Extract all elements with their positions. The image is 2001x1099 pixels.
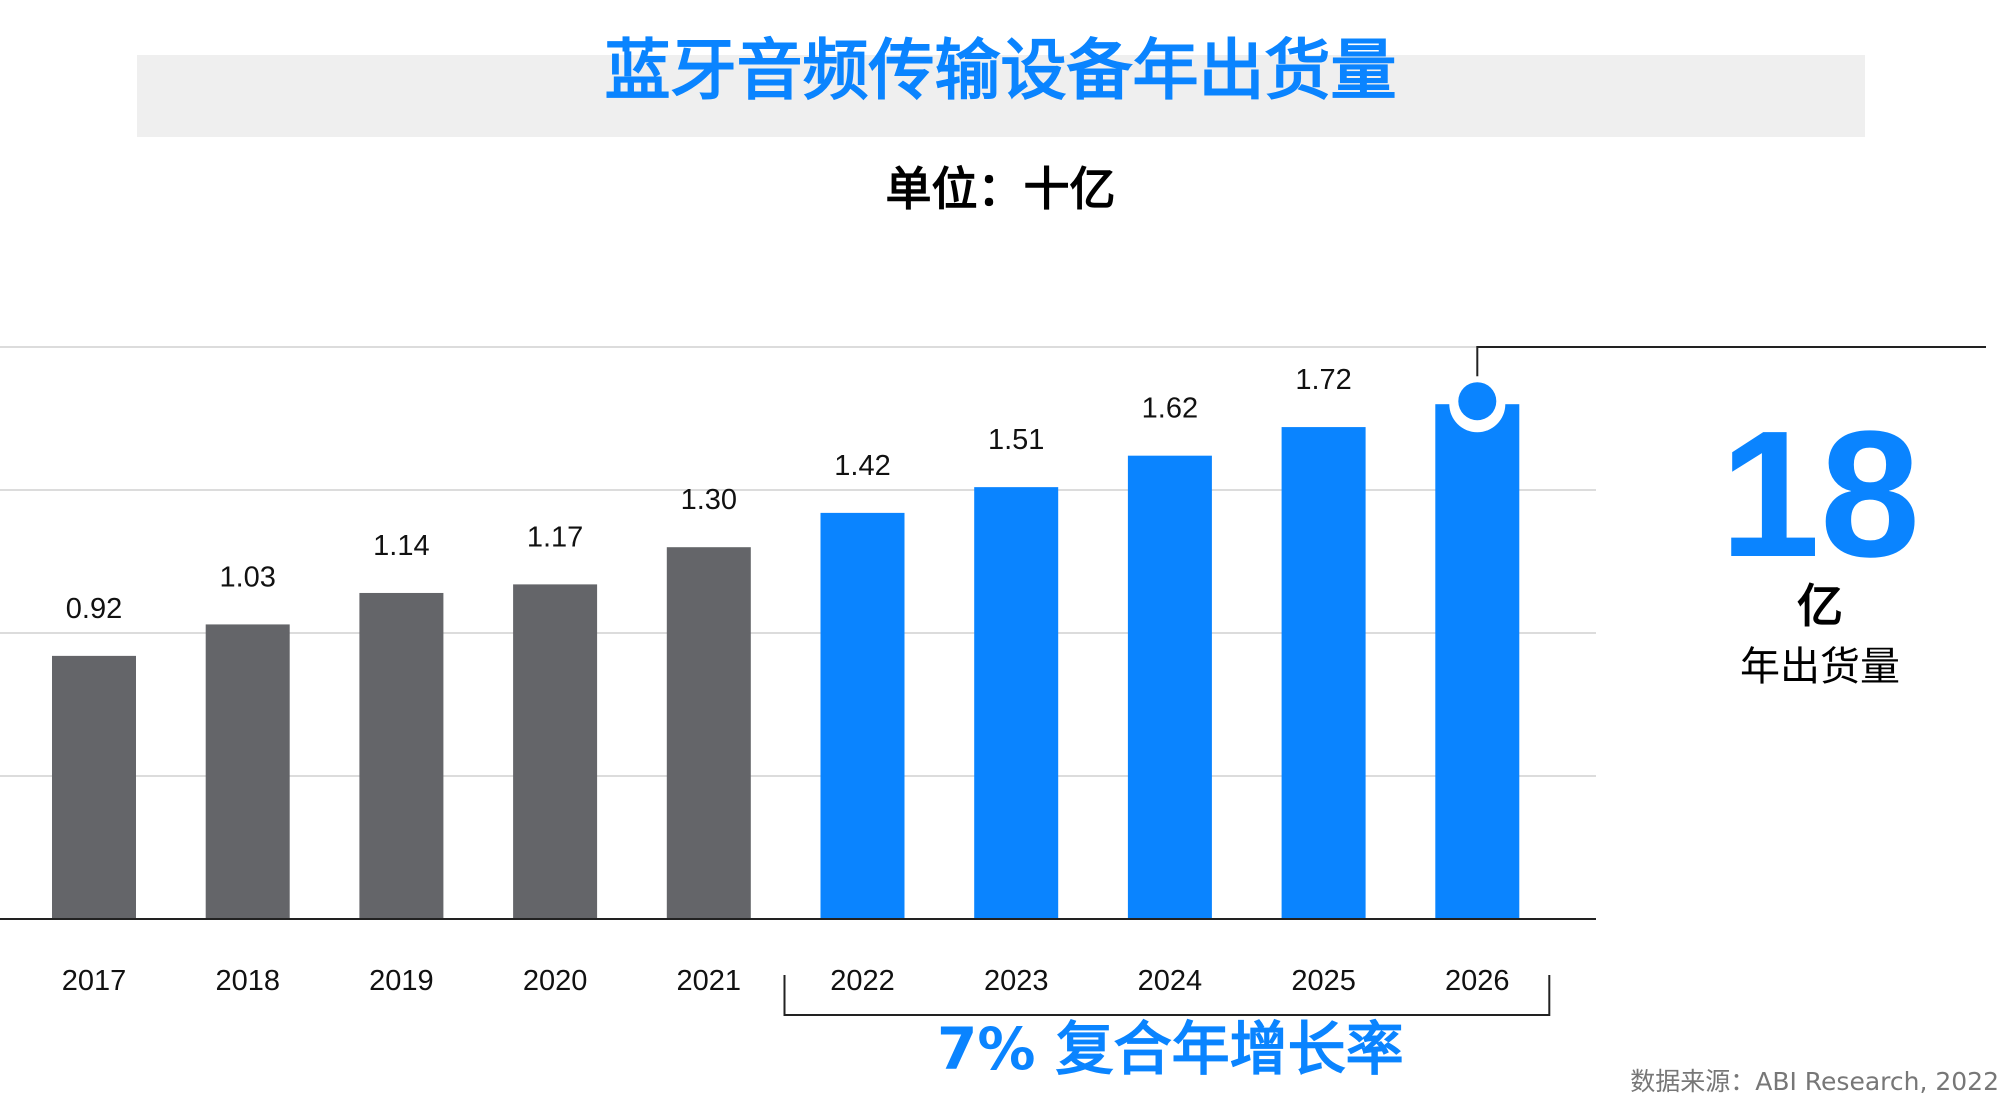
data-label: 1.51	[988, 424, 1044, 456]
callout-caption: 年出货量	[1740, 644, 1900, 690]
bar	[359, 592, 444, 919]
callout-line	[1476, 346, 1986, 399]
chart-title: 蓝牙音频传输设备年出货量	[604, 32, 1397, 109]
callout-number: 18	[1719, 394, 1921, 595]
callout-dot	[1458, 382, 1497, 421]
x-tick-label: 2020	[523, 965, 588, 997]
data-label: 1.62	[1142, 393, 1198, 425]
forecast-bracket	[783, 975, 1551, 1016]
chart-subtitle: 单位：十亿	[885, 162, 1116, 216]
callout-unit: 亿	[1797, 579, 1843, 633]
bar	[1435, 404, 1520, 919]
source-note: 数据来源：ABI Research, 2022	[1630, 1067, 1999, 1096]
x-tick-label: 2025	[1291, 965, 1356, 997]
x-tick-label: 2026	[1445, 965, 1510, 997]
bar	[1281, 427, 1366, 919]
cagr-annotation: 7% 复合年增长率	[937, 1015, 1404, 1083]
title-band	[137, 55, 1865, 137]
x-tick-label: 2021	[677, 965, 742, 997]
bar	[820, 512, 905, 919]
bar	[205, 624, 290, 919]
x-tick-label: 2024	[1138, 965, 1203, 997]
data-label: 1.17	[527, 521, 583, 553]
data-label: 1.14	[373, 530, 429, 562]
bar	[666, 547, 751, 919]
bar	[52, 655, 136, 919]
data-label: 1.72	[1295, 364, 1351, 396]
x-tick-label: 2019	[369, 965, 434, 997]
bar	[513, 584, 598, 919]
bar	[1127, 455, 1212, 919]
x-tick-label: 2023	[984, 965, 1049, 997]
data-label: 1.42	[834, 450, 890, 482]
x-tick-label: 2018	[215, 965, 280, 997]
x-tick-label: 2017	[62, 965, 127, 997]
data-label: 1.03	[219, 561, 275, 593]
bar	[974, 487, 1059, 919]
data-label: 1.30	[681, 484, 737, 516]
data-label: 0.92	[66, 593, 122, 625]
x-tick-label: 2022	[830, 965, 895, 997]
